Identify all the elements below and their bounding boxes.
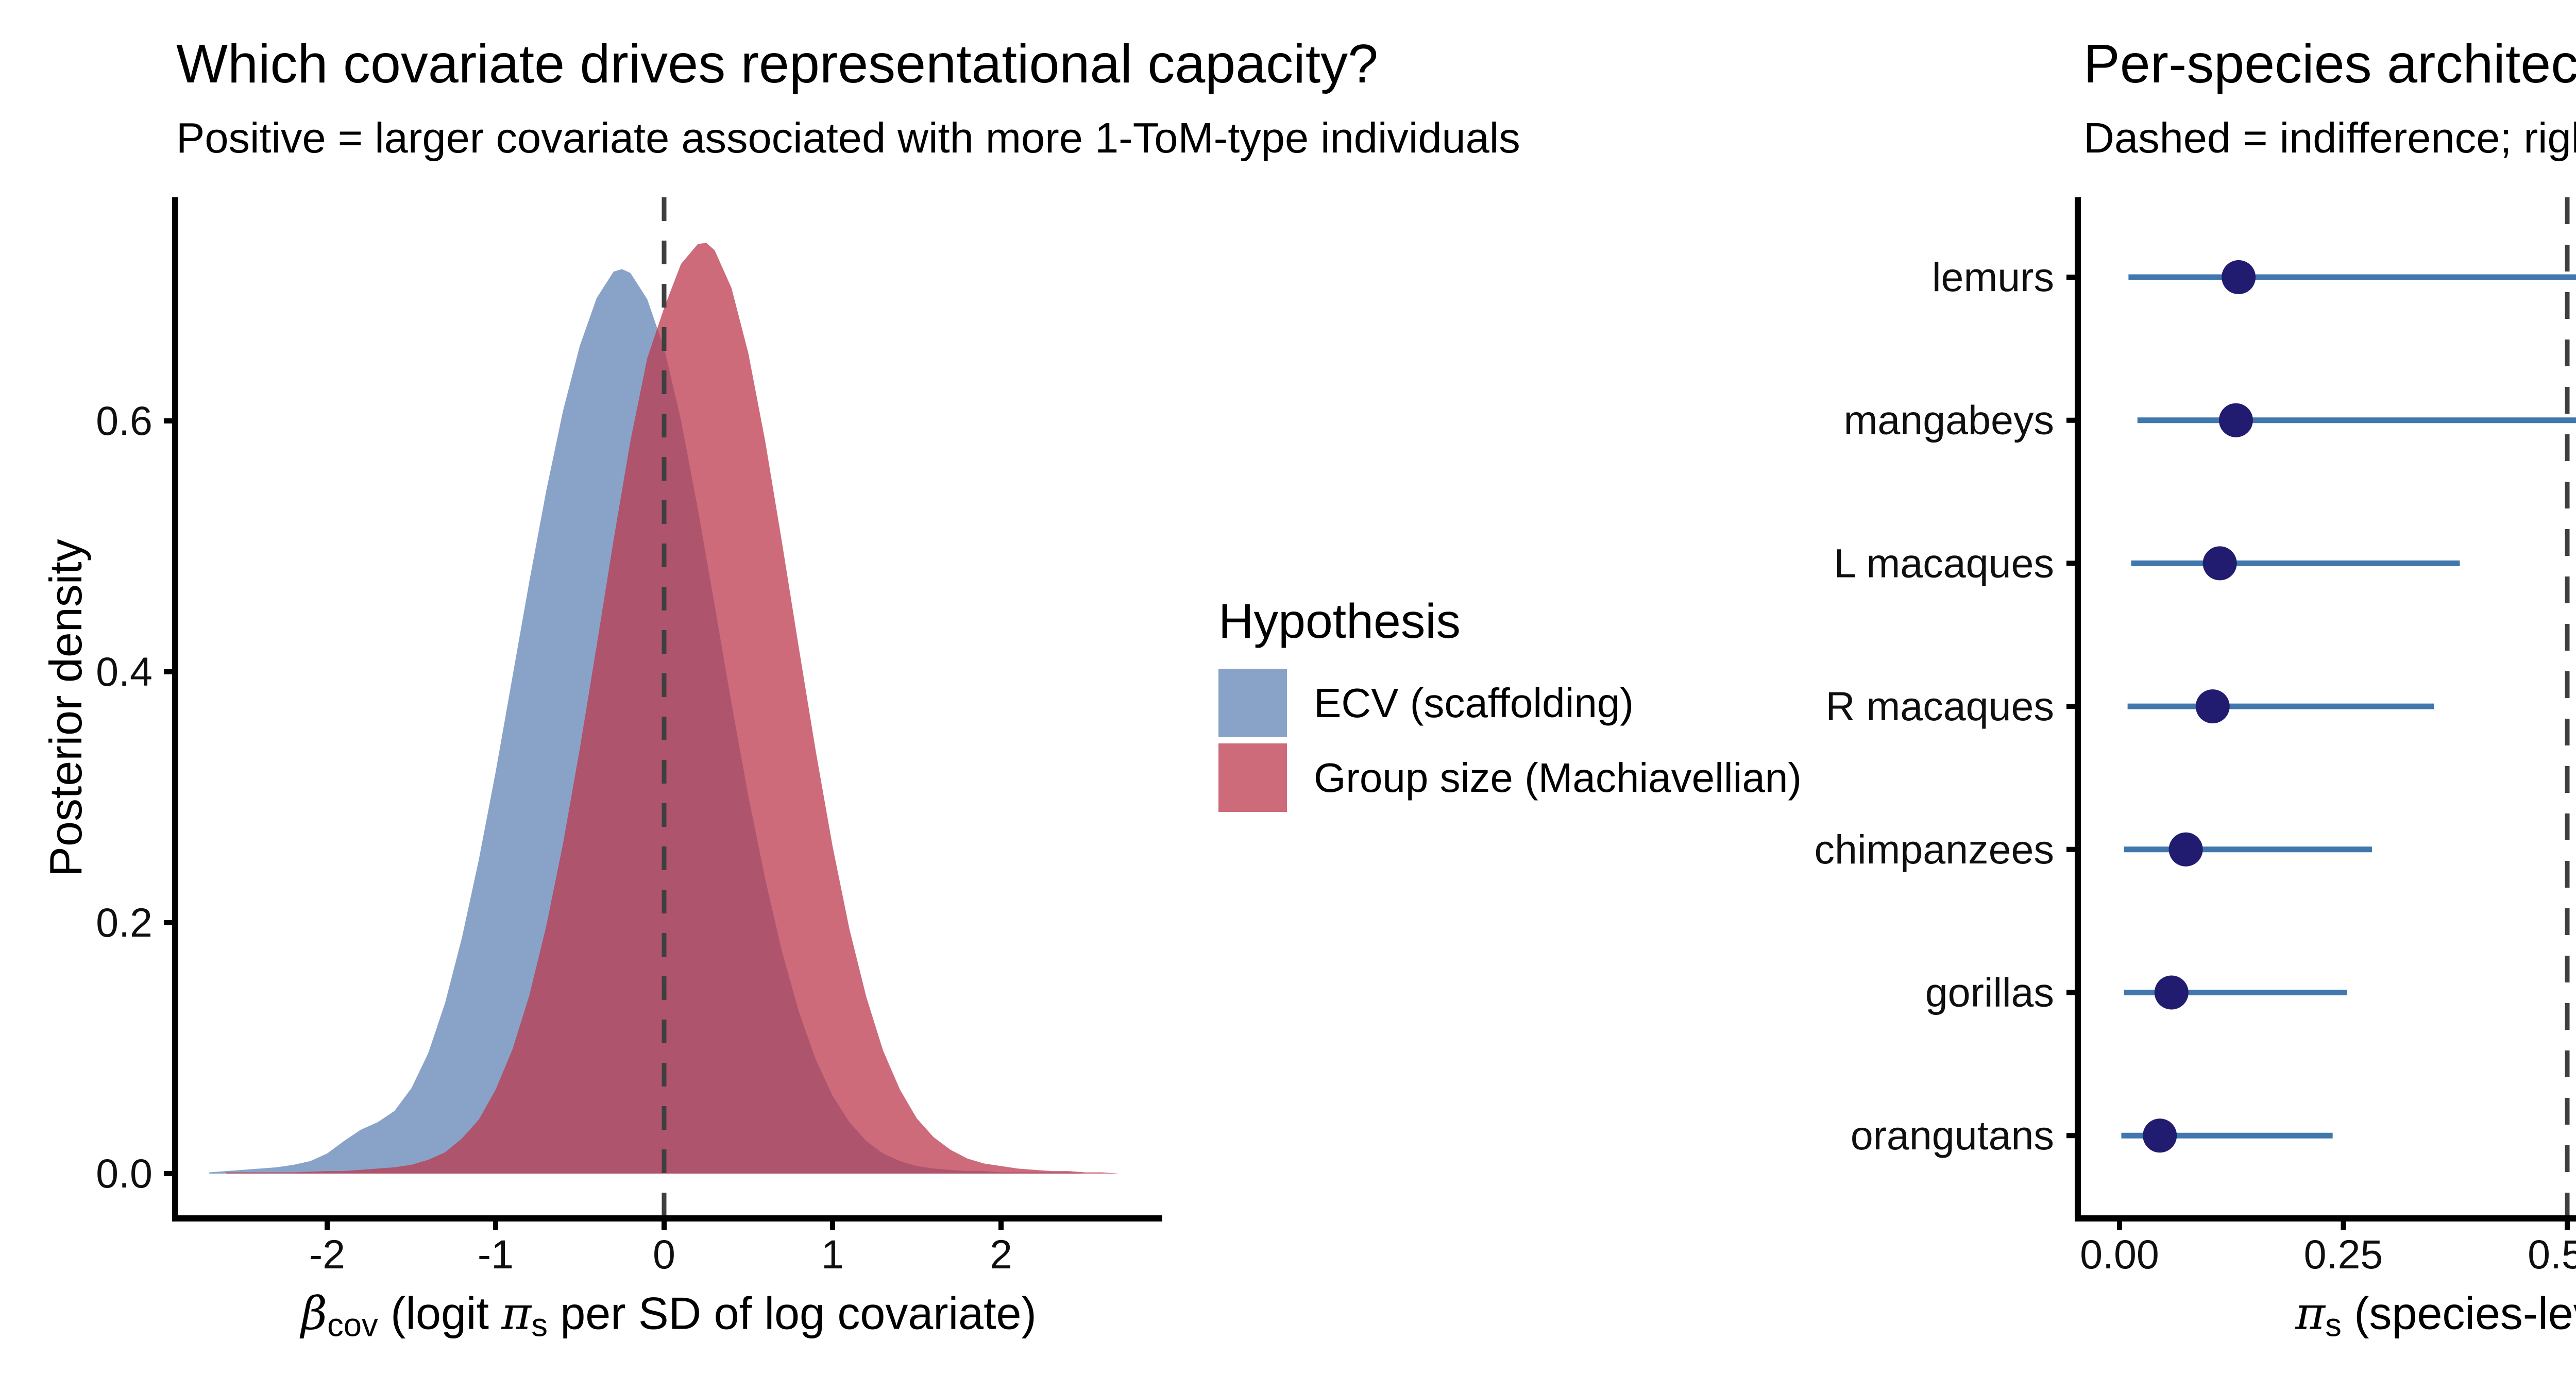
left-y-tick-label: 0.2 [96, 900, 152, 945]
species-label: L macaques [1834, 540, 2054, 586]
axis-title-text: (species-level P(1-ToM)) [2354, 1287, 2576, 1339]
left-y-axis-title: Posterior density [40, 539, 91, 877]
left-y-tick-label: 0.0 [96, 1150, 152, 1196]
point-orangutans [2143, 1118, 2177, 1153]
greek-symbol: π [2295, 1286, 2326, 1340]
right-x-tick-label: 0.25 [2304, 1231, 2383, 1277]
point-L-macaques [2202, 546, 2237, 581]
legend-title: Hypothesis [1218, 594, 1461, 649]
species-label: gorillas [1925, 970, 2054, 1015]
axis-title-text: per SD of log covariate) [547, 1287, 1037, 1339]
point-chimpanzees [2168, 832, 2203, 867]
left-x-axis-title: βcov (logit πs per SD of log covariate) [301, 1287, 1037, 1344]
legend-item-group-size: Group size (Machiavellian) [1218, 743, 1802, 812]
left-x-tick-label: 0 [653, 1231, 675, 1277]
right-x-tick-label: 0.50 [2528, 1231, 2576, 1277]
left-chart-subtitle: Positive = larger covariate associated w… [176, 114, 1520, 162]
point-lemurs [2222, 260, 2256, 294]
subscript: s [531, 1307, 548, 1344]
left-x-tick-label: 1 [821, 1231, 844, 1277]
greek-symbol: β [301, 1286, 328, 1340]
left-chart-title: Which covariate drives representational … [176, 33, 1379, 94]
left-y-tick-label: 0.6 [96, 398, 152, 444]
legend-item-ecv: ECV (scaffolding) [1218, 669, 1634, 737]
subscript: cov [327, 1307, 378, 1344]
left-x-tick-label: -1 [478, 1231, 514, 1277]
left-y-tick-label: 0.4 [96, 649, 152, 694]
legend-label-group-size: Group size (Machiavellian) [1314, 754, 1802, 801]
legend-swatch-ecv [1218, 669, 1287, 737]
point-R-macaques [2195, 689, 2230, 724]
legend-label-ecv: ECV (scaffolding) [1314, 680, 1634, 726]
right-x-axis-title: πs (species-level P(1-ToM)) [2295, 1287, 2576, 1344]
right-chart-title: Per-species architecture posterior [2083, 33, 2576, 94]
species-label: chimpanzees [1815, 826, 2054, 872]
species-label: lemurs [1932, 254, 2054, 300]
species-label: mangabeys [1844, 397, 2054, 443]
species-label: R macaques [1826, 683, 2055, 729]
density-area-group-size [226, 243, 1119, 1174]
point-mangabeys [2218, 403, 2253, 437]
subscript: s [2325, 1307, 2342, 1344]
point-gorillas [2154, 975, 2189, 1010]
left-x-tick-label: 2 [990, 1231, 1012, 1277]
axis-title-text: (logit [378, 1287, 502, 1339]
right-x-tick-label: 0.00 [2080, 1231, 2159, 1277]
left-x-tick-label: -2 [309, 1231, 345, 1277]
right-chart-subtitle: Dashed = indifference; right of line = s… [2083, 114, 2576, 162]
greek-symbol: π [501, 1286, 532, 1340]
legend-swatch-group-size [1218, 743, 1287, 812]
species-label: orangutans [1851, 1112, 2054, 1158]
